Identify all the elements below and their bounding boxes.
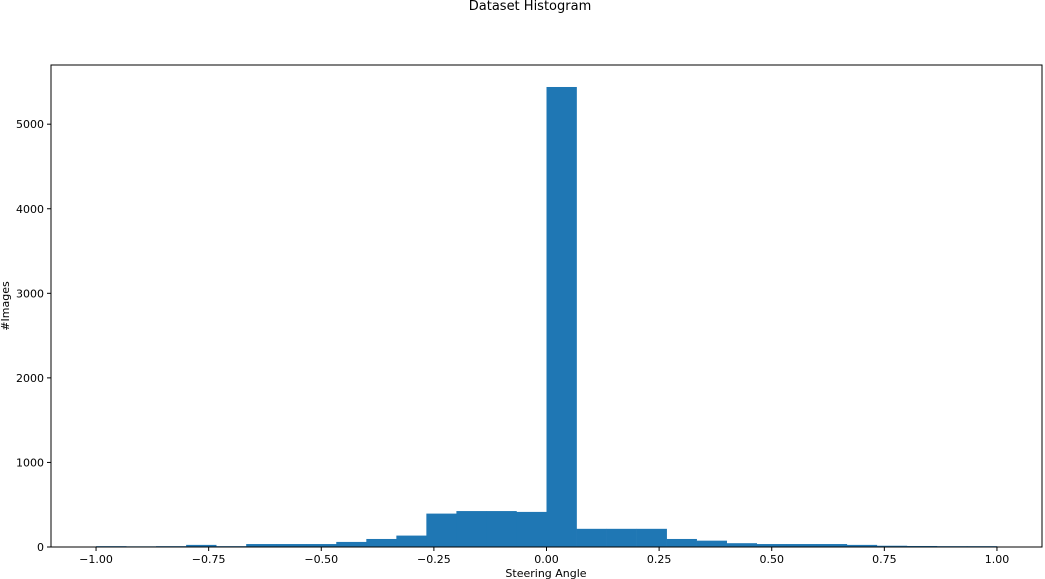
x-tick-label: 0.75 xyxy=(872,553,897,566)
x-tick-label: 1.00 xyxy=(985,553,1010,566)
histogram-bar xyxy=(516,511,547,547)
histogram-bar xyxy=(846,544,878,547)
y-tick-label: 4000 xyxy=(16,203,44,216)
histogram-bar xyxy=(636,528,667,547)
x-axis-label: Steering Angle xyxy=(505,567,586,579)
y-tick-label: 5000 xyxy=(16,118,44,131)
y-tick-label: 2000 xyxy=(16,372,44,385)
histogram-bar xyxy=(186,544,217,547)
histogram-bar xyxy=(426,513,457,547)
histogram-bar xyxy=(306,544,337,547)
histogram-bar xyxy=(666,538,697,547)
histogram-bar xyxy=(906,545,938,547)
x-tick-label: −0.75 xyxy=(192,553,226,566)
histogram-bar xyxy=(336,541,367,547)
x-tick-label: 0.25 xyxy=(647,553,672,566)
histogram-bar xyxy=(696,540,727,547)
y-tick-label: 3000 xyxy=(16,287,44,300)
histogram-bar xyxy=(876,545,908,547)
x-tick-label: −0.50 xyxy=(304,553,338,566)
x-tick-label: −0.25 xyxy=(417,553,451,566)
histogram-bar xyxy=(816,544,848,547)
histogram-bar xyxy=(546,86,577,547)
x-tick-label: 0.50 xyxy=(759,553,784,566)
y-tick-label: 1000 xyxy=(16,456,44,469)
histogram-bar xyxy=(786,544,818,547)
plot-frame xyxy=(50,64,1043,548)
histogram-bar xyxy=(756,544,788,547)
x-tick-label: 0.00 xyxy=(534,553,559,566)
histogram-bar xyxy=(456,511,487,547)
histogram-bar xyxy=(606,528,637,547)
y-axis-label: #Images xyxy=(0,281,12,331)
histogram-bar xyxy=(366,538,397,547)
histogram-bar xyxy=(396,535,427,547)
histogram-bar xyxy=(576,528,607,547)
histogram-bar xyxy=(276,544,307,547)
y-axis-ticks: 0 1000 2000 3000 4000 5000 xyxy=(16,118,51,554)
y-tick-label: 0 xyxy=(37,541,44,554)
x-tick-label: −1.00 xyxy=(79,553,113,566)
histogram-bar xyxy=(726,543,758,547)
histogram-bars xyxy=(96,86,998,547)
chart-title: Dataset Histogram xyxy=(469,0,591,14)
histogram-bar xyxy=(246,544,277,547)
x-axis-ticks: −1.00 −0.75 −0.50 −0.25 0.00 0.25 0.50 0.75 1.00 xyxy=(79,547,1009,566)
histogram-bar xyxy=(486,511,517,547)
